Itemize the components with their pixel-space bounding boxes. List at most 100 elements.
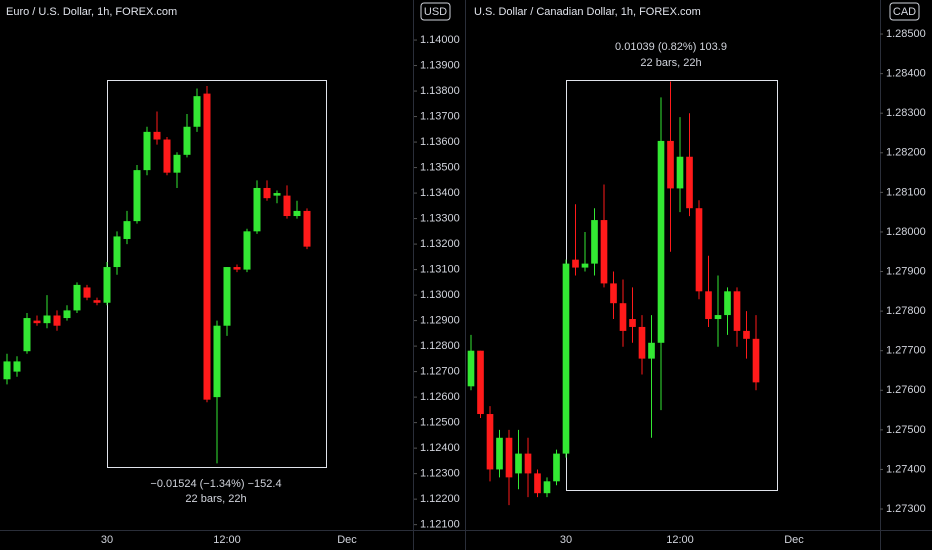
y-tick-label: 1.12700 (420, 366, 460, 378)
candle-body (638, 326, 646, 359)
candle-body (103, 267, 111, 303)
candle-body (153, 131, 161, 140)
candle-body (233, 267, 241, 270)
y-tick-label: 1.13100 (420, 263, 460, 275)
candle-body (496, 437, 503, 470)
candle-body (303, 210, 311, 247)
candle-body (13, 361, 21, 372)
candle-body (467, 350, 475, 387)
candle-body (73, 284, 81, 311)
y-tick-label: 1.28100 (886, 186, 926, 198)
candle-body (733, 291, 741, 331)
y-tick-label: 1.12200 (420, 493, 460, 505)
currency-badge (420, 2, 451, 21)
measure-label: 22 bars, 22h (185, 493, 246, 505)
currency-label: USD (424, 6, 447, 18)
candle-body (629, 319, 636, 327)
candle-body (283, 195, 291, 217)
candle-body (581, 263, 589, 268)
candle-body (253, 187, 261, 232)
y-tick-label: 1.14000 (420, 34, 460, 46)
candle-body (543, 481, 551, 494)
candle-body (23, 318, 31, 352)
y-tick-label: 1.28500 (886, 28, 926, 40)
candle-body (534, 473, 541, 494)
y-tick-label: 1.12400 (420, 442, 460, 454)
y-tick-label: 1.13700 (420, 110, 460, 122)
y-tick-label: 1.12600 (420, 391, 460, 403)
candle-body (572, 259, 579, 268)
candle-body (657, 140, 665, 343)
y-tick-label: 1.27900 (886, 265, 926, 277)
y-tick-label: 1.27400 (886, 463, 926, 475)
candle-body (3, 361, 11, 380)
candle-body (193, 96, 201, 127)
y-tick-label: 1.13200 (420, 238, 460, 250)
y-tick-label: 1.28200 (886, 147, 926, 159)
y-tick-label: 1.27300 (886, 503, 926, 515)
candle-body (133, 170, 141, 222)
candle-body (667, 140, 674, 189)
candle-body (213, 325, 221, 398)
candle-body (648, 342, 655, 359)
y-tick-label: 1.13300 (420, 212, 460, 224)
candle-body (714, 315, 722, 320)
candle-body (33, 320, 41, 324)
y-tick-label: 1.28000 (886, 226, 926, 238)
y-tick-label: 1.13500 (420, 161, 460, 173)
candle-body (83, 287, 91, 298)
candle-body (743, 330, 750, 339)
candle-body (686, 156, 693, 209)
candle-body (123, 221, 131, 239)
y-tick-label: 1.12300 (420, 468, 460, 480)
y-tick-label: 1.27600 (886, 384, 926, 396)
candle-body (203, 93, 211, 400)
y-tick-label: 1.28400 (886, 68, 926, 80)
y-tick-label: 1.13800 (420, 85, 460, 97)
candle-body (43, 315, 51, 324)
y-tick-label: 1.12500 (420, 417, 460, 429)
y-tick-label: 1.28300 (886, 107, 926, 119)
candle-body (676, 156, 684, 189)
chart-title: U.S. Dollar / Canadian Dollar, 1h, FOREX… (474, 6, 701, 18)
x-tick-label: Dec (784, 534, 804, 546)
currency-label: CAD (893, 6, 916, 18)
y-tick-label: 1.13600 (420, 136, 460, 148)
y-tick-label: 1.27700 (886, 345, 926, 357)
y-tick-label: 1.27500 (886, 424, 926, 436)
candle-body (93, 300, 101, 303)
candle-body (486, 414, 494, 470)
candle-body (63, 310, 71, 319)
x-tick-label: Dec (337, 534, 357, 546)
y-tick-label: 1.12100 (420, 519, 460, 531)
x-tick-label: 12:00 (213, 534, 241, 546)
candle-body (273, 193, 281, 196)
candle-body (53, 315, 61, 326)
candle-body (143, 131, 151, 171)
candle-body (724, 291, 731, 316)
candle-body (553, 453, 560, 482)
x-tick-label: 12:00 (666, 534, 694, 546)
measure-label: −0.01524 (−1.34%) −152.4 (150, 478, 281, 490)
candle-body (163, 139, 171, 173)
candle-body (293, 210, 301, 217)
currency-badge (889, 2, 920, 21)
candle-body (610, 283, 617, 304)
y-tick-label: 1.13000 (420, 289, 460, 301)
candle-body (113, 236, 121, 268)
y-tick-label: 1.13400 (420, 187, 460, 199)
candle-body (524, 453, 532, 474)
candle-body (183, 126, 191, 155)
candle-body (173, 154, 181, 173)
candle-body (477, 350, 484, 415)
y-tick-label: 1.27800 (886, 305, 926, 317)
measure-label: 0.01039 (0.82%) 103.9 (615, 41, 727, 53)
y-tick-label: 1.12800 (420, 340, 460, 352)
candle-body (695, 208, 703, 292)
candle-body (752, 338, 760, 383)
candle-body (562, 263, 570, 454)
candle-body (600, 220, 608, 284)
candle-body (705, 291, 712, 320)
candle-body (263, 187, 271, 199)
